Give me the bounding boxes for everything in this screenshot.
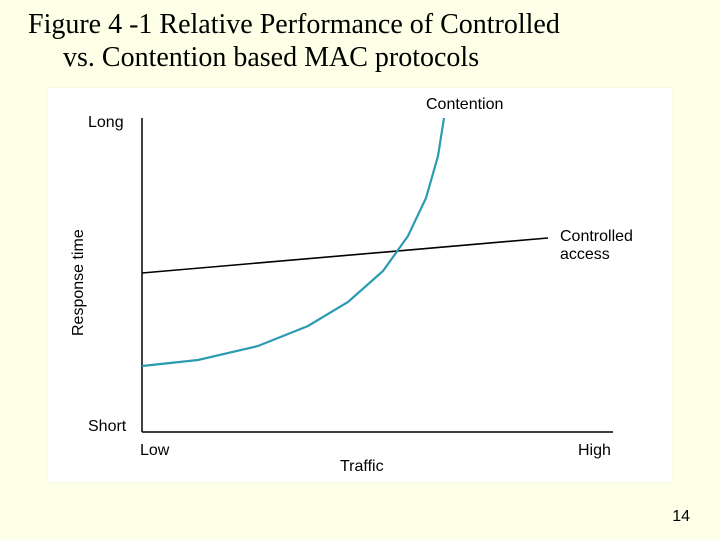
- y-tick-short: Short: [88, 418, 126, 436]
- series-label-controlled: Controlled access: [560, 228, 633, 263]
- y-axis-label: Response time: [70, 229, 88, 336]
- y-tick-long: Long: [88, 114, 124, 132]
- page-number: 14: [672, 508, 690, 526]
- chart-panel: Long Short Low High Traffic Response tim…: [48, 88, 672, 482]
- x-tick-high: High: [578, 442, 611, 460]
- series-label-contention: Contention: [426, 96, 503, 114]
- x-axis-label: Traffic: [340, 458, 384, 476]
- series-contention: [142, 118, 444, 366]
- chart-svg: [48, 88, 672, 482]
- figure-title: Figure 4 -1 Relative Performance of Cont…: [0, 8, 720, 74]
- series-controlled-access: [142, 238, 548, 273]
- x-tick-low: Low: [140, 442, 169, 460]
- title-line-1: Figure 4 -1 Relative Performance of Cont…: [28, 9, 560, 40]
- slide: Figure 4 -1 Relative Performance of Cont…: [0, 0, 720, 540]
- title-line-2: vs. Contention based MAC protocols: [63, 42, 479, 73]
